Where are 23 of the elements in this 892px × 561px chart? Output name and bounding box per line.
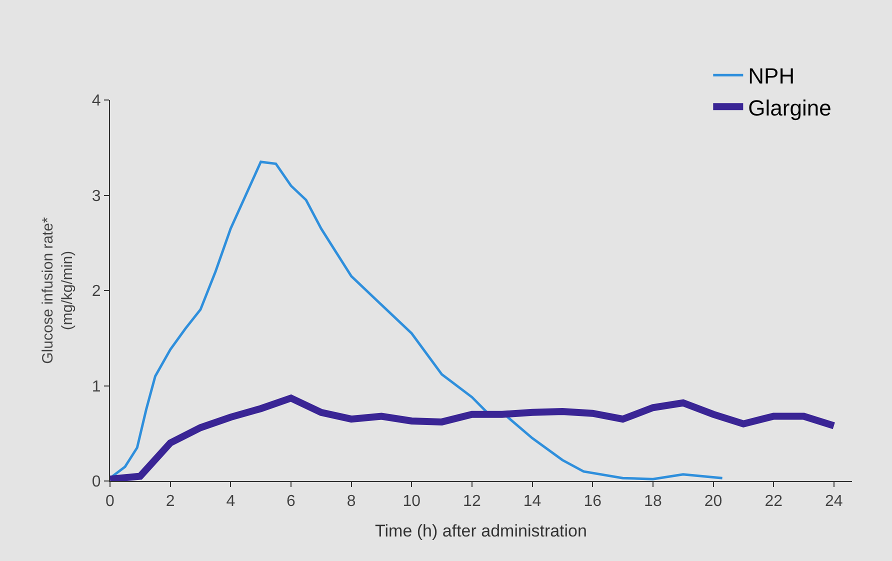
x-tick-label: 14 (523, 493, 542, 510)
x-tick-label: 4 (226, 493, 236, 510)
x-tick-label: 10 (402, 493, 421, 510)
y-tick-label: 0 (92, 474, 101, 491)
legend-label: Glargine (748, 95, 832, 120)
x-tick-label: 2 (166, 493, 175, 510)
x-axis-title: Time (h) after administration (375, 522, 587, 541)
x-tick-label: 20 (704, 493, 722, 510)
x-tick-label: 8 (346, 493, 356, 510)
y-axis-title: Glucose infusion rate* (mg/kg/min) (40, 216, 76, 364)
y-tick-label: 4 (92, 92, 101, 110)
x-tick-label: 12 (463, 493, 481, 510)
x-tick-label: 6 (286, 493, 296, 510)
x-tick-label: 22 (764, 493, 783, 510)
y-tick-label: 2 (92, 283, 101, 300)
y-tick-label: 1 (92, 378, 101, 396)
legend-label: NPH (748, 64, 795, 89)
x-tick-label: 24 (825, 493, 843, 510)
x-tick-label: 18 (644, 493, 662, 510)
x-tick-label: 0 (106, 493, 115, 510)
y-tick-label: 3 (92, 188, 101, 205)
x-tick-label: 16 (584, 493, 602, 510)
line-series (110, 160, 724, 480)
